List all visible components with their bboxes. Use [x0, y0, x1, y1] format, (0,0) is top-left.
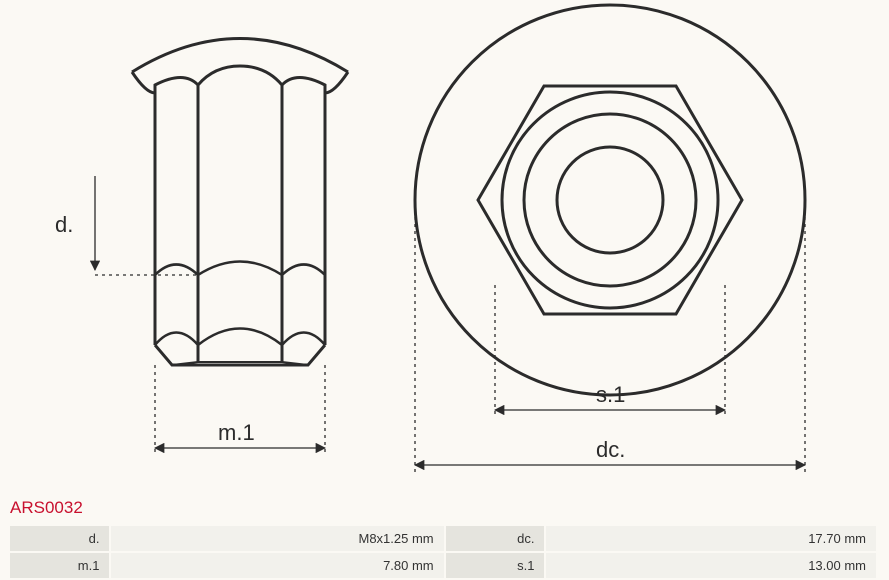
- dimension-d: d.: [55, 176, 198, 275]
- label-dc: dc.: [596, 437, 625, 462]
- table-row: m.1 7.80 mm s.1 13.00 mm: [10, 553, 876, 578]
- spec-table: d. M8x1.25 mm dc. 17.70 mm m.1 7.80 mm s…: [8, 524, 878, 580]
- spec-key: m.1: [10, 553, 109, 578]
- spec-key: d.: [10, 526, 109, 551]
- spec-key: dc.: [446, 526, 545, 551]
- spec-key: s.1: [446, 553, 545, 578]
- spec-val: M8x1.25 mm: [111, 526, 443, 551]
- label-s1: s.1: [596, 382, 625, 407]
- label-d: d.: [55, 212, 73, 237]
- spec-val: 17.70 mm: [546, 526, 876, 551]
- technical-drawing: d. m.1 s.1 dc.: [0, 0, 889, 490]
- spec-val: 13.00 mm: [546, 553, 876, 578]
- part-code: ARS0032: [10, 498, 83, 518]
- dimension-s1: s.1: [495, 285, 725, 417]
- side-view: [132, 39, 348, 366]
- table-row: d. M8x1.25 mm dc. 17.70 mm: [10, 526, 876, 551]
- label-m1: m.1: [218, 420, 255, 445]
- top-view: [415, 5, 805, 395]
- spec-val: 7.80 mm: [111, 553, 443, 578]
- dimension-m1: m.1: [155, 365, 325, 455]
